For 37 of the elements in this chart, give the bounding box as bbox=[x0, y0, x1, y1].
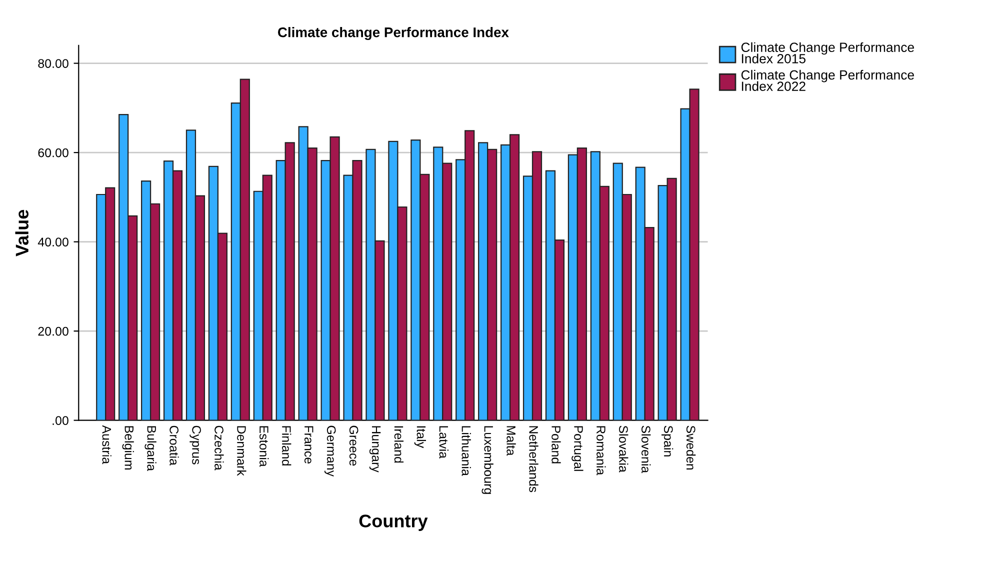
x-tick-label: Hungary bbox=[369, 426, 381, 472]
x-tick-label: Germany bbox=[324, 426, 336, 477]
x-tick-label: Malta bbox=[506, 426, 516, 456]
x-tick-label: Lithuania bbox=[462, 426, 471, 476]
x-tick-label: Luxembourg bbox=[482, 426, 494, 494]
x-tick-label: Portugal bbox=[572, 426, 584, 471]
x-tick-label: Finland bbox=[282, 426, 292, 466]
x-tick-label: Sweden bbox=[686, 426, 696, 470]
x-tick-label: Slovenia bbox=[641, 426, 651, 474]
x-tick-label: Poland bbox=[552, 426, 561, 464]
y-axis-title: Value bbox=[15, 210, 29, 256]
x-tick-label: Italy bbox=[414, 426, 426, 448]
y-tick-label: 60.00 bbox=[38, 148, 68, 158]
x-tick-label: Greece bbox=[349, 426, 358, 466]
x-tick-label: Croatia bbox=[170, 426, 179, 466]
x-tick-label: Denmark bbox=[237, 426, 246, 476]
x-tick-label: Spain bbox=[661, 426, 674, 456]
x-axis-title: Country bbox=[359, 514, 428, 531]
legend-label: Climate Change Performance Index 2015 bbox=[741, 42, 914, 64]
x-tick-label: France bbox=[304, 426, 314, 464]
y-tick-label: 80.00 bbox=[38, 59, 68, 68]
y-tick-label: 20.00 bbox=[38, 326, 68, 336]
x-tick-label: Estonia bbox=[260, 426, 269, 467]
chart-title: Climate change Performance Index bbox=[278, 27, 509, 40]
x-tick-label: Slovakia bbox=[619, 426, 628, 472]
x-tick-label: Ireland bbox=[394, 426, 404, 463]
y-tick-label: 40.00 bbox=[38, 238, 68, 246]
x-tick-label: Belgium bbox=[122, 426, 134, 470]
x-tick-label: Netherlands bbox=[529, 426, 538, 492]
y-tick-label: .00 bbox=[52, 416, 68, 425]
x-tick-label: Czechia bbox=[214, 426, 224, 470]
x-tick-label: Romania bbox=[596, 426, 606, 476]
x-tick-label: Austria bbox=[102, 425, 112, 464]
legend-label: Climate Change Performance Index 2022 bbox=[741, 70, 914, 91]
x-tick-label: Bulgaria bbox=[144, 426, 156, 472]
x-tick-label: Latvia bbox=[439, 426, 448, 459]
x-tick-label: Cyprus bbox=[190, 426, 201, 464]
